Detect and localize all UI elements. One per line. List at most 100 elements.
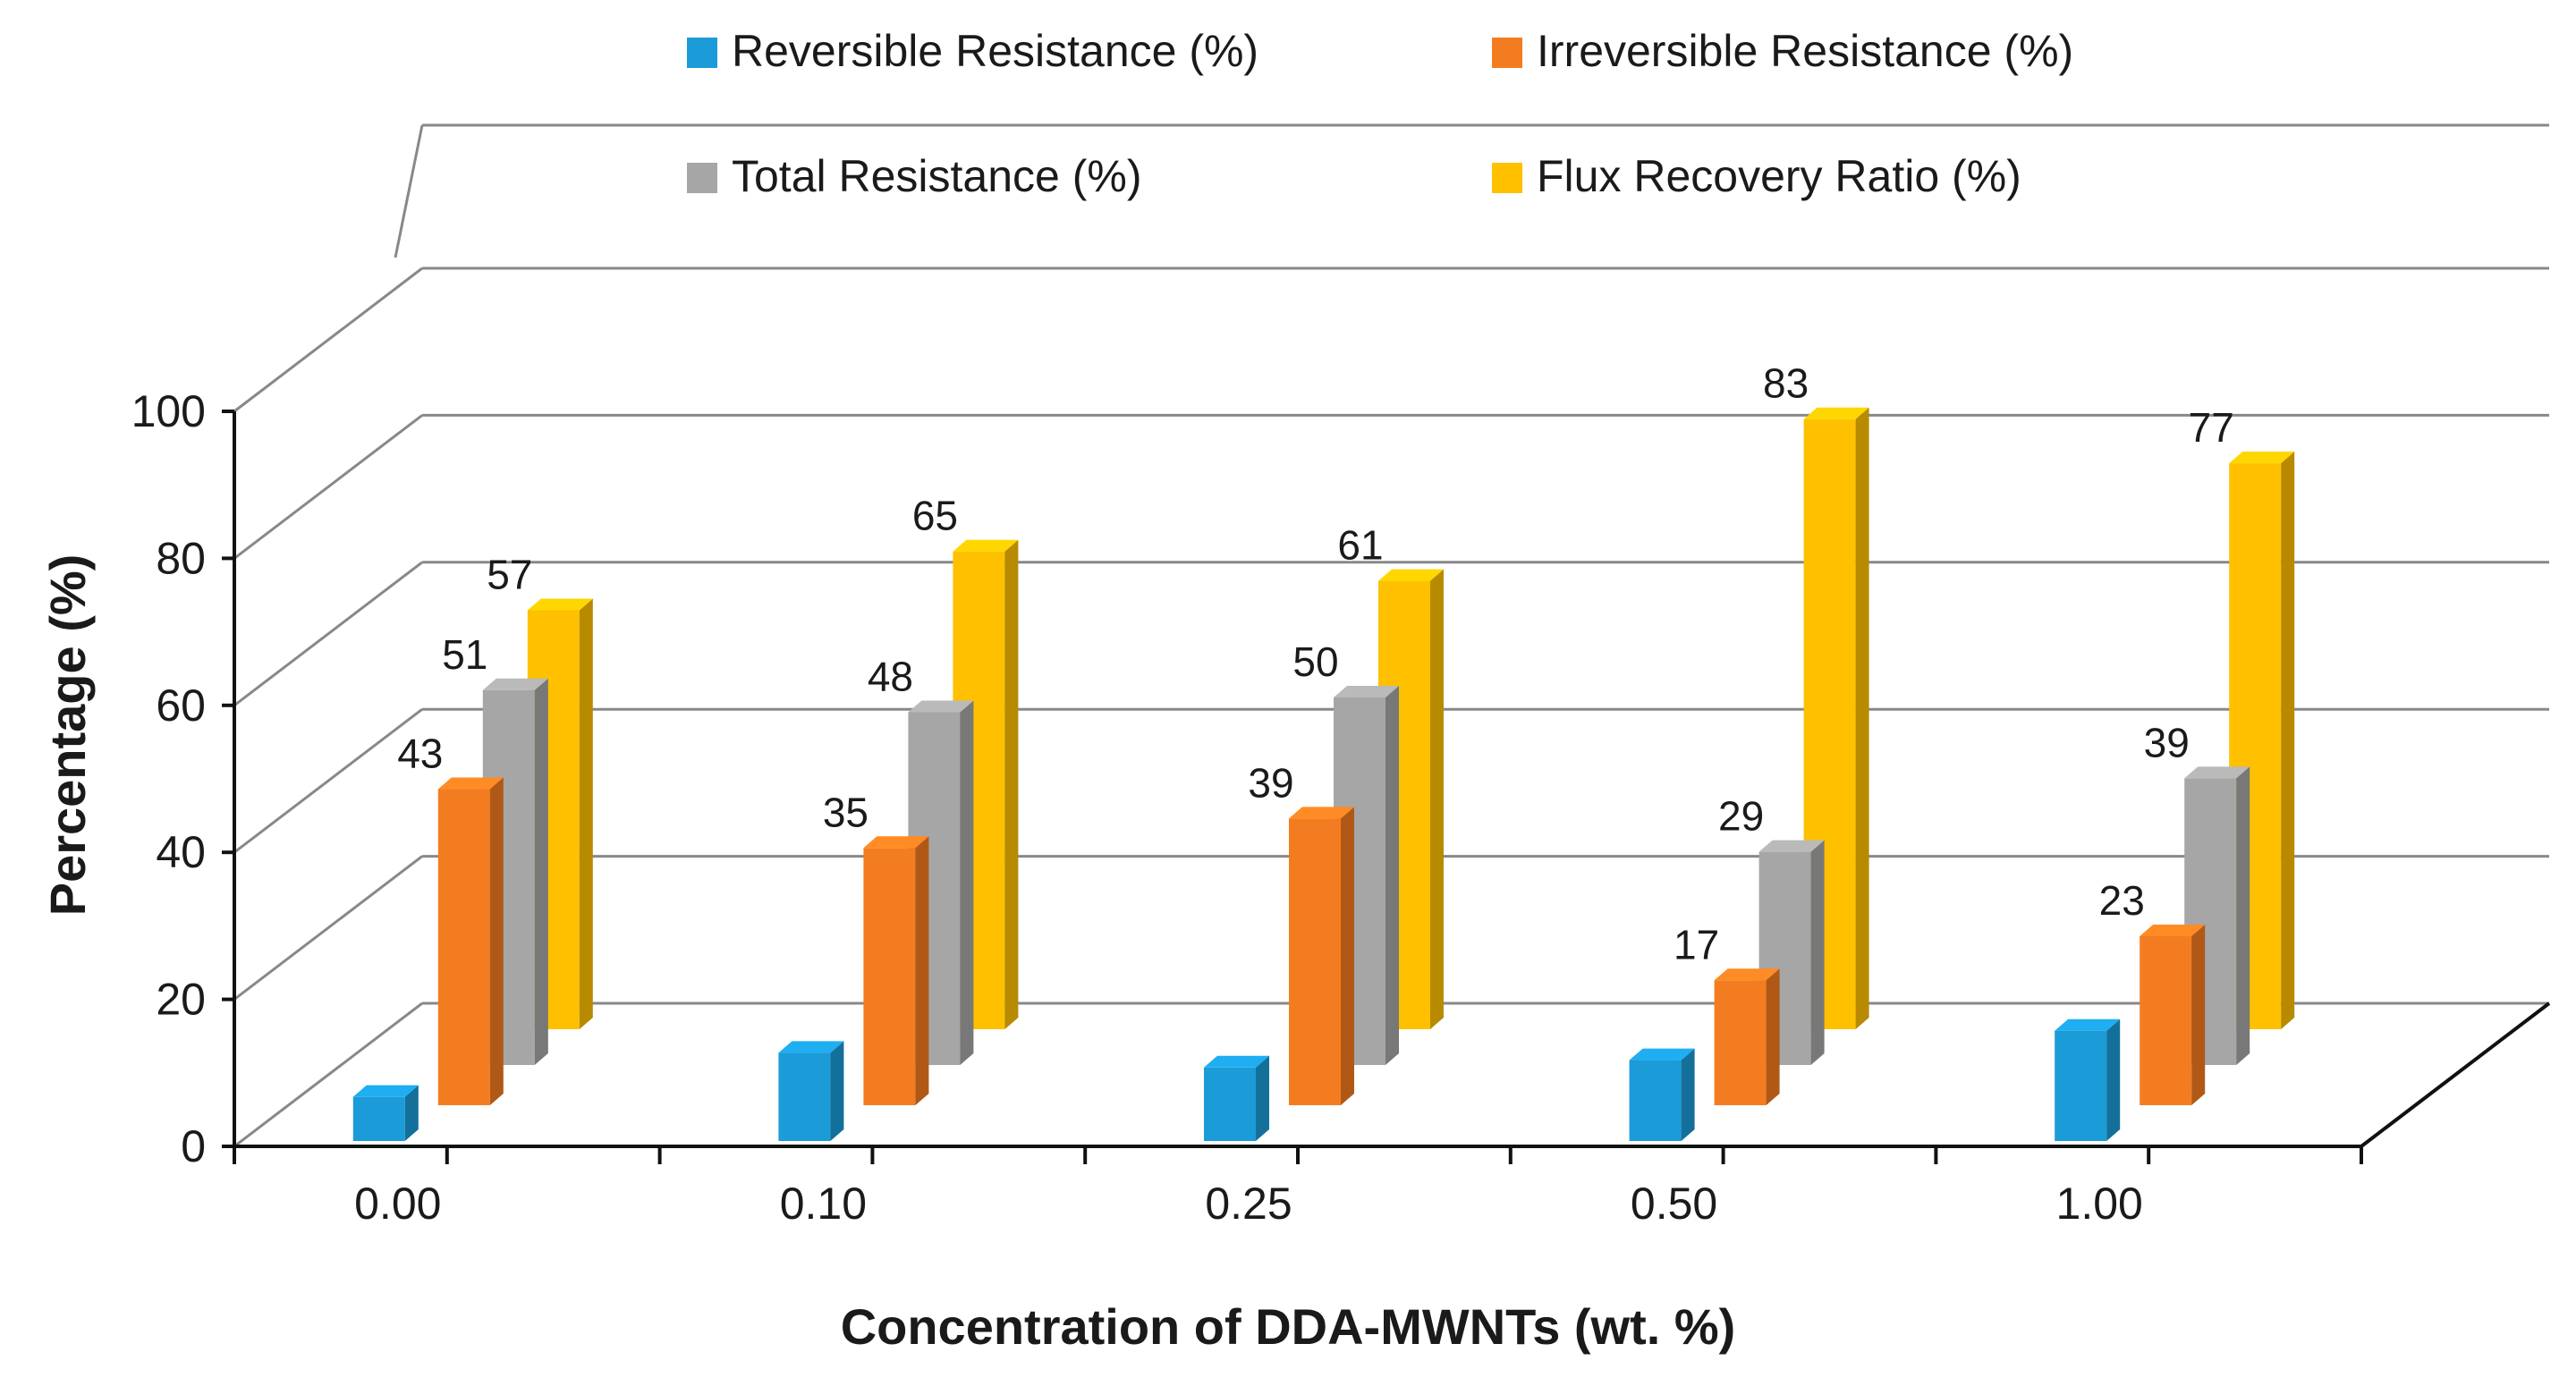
bar-side	[1256, 1055, 1269, 1141]
x-axis-title: Concentration of DDA-MWNTs (wt. %)	[841, 1298, 1736, 1355]
value-label: 50	[1292, 638, 1338, 685]
bar-side	[915, 836, 929, 1105]
bar-front	[2055, 1030, 2107, 1141]
y-tick-label: 60	[156, 680, 206, 731]
left-wall-gridline	[233, 414, 423, 560]
legend-swatch	[687, 38, 717, 68]
bar-top	[437, 777, 504, 790]
chart-value-labels: 57 65 61 83 77 51 48 50 29 39 43 35 39 17 23	[397, 360, 2234, 968]
bar-1-0.50	[1629, 1048, 1695, 1141]
floor-right-edge	[2360, 1001, 2551, 1148]
bar-side	[2236, 766, 2250, 1065]
left-wall-gridline	[233, 266, 423, 413]
value-label: 39	[1248, 759, 1293, 806]
bar-side	[960, 700, 974, 1065]
bar-top	[2140, 924, 2206, 936]
value-label: 35	[823, 789, 869, 835]
bar-front	[1204, 1067, 1256, 1141]
bar-top	[778, 1041, 844, 1053]
bar-top	[482, 678, 548, 690]
bar-top	[1378, 569, 1444, 581]
bar-1-0.00	[352, 1085, 419, 1141]
bar-4-0.00	[527, 598, 593, 1029]
bar-1-0.25	[1204, 1055, 1269, 1141]
y-axis-title: Percentage (%)	[39, 554, 96, 917]
bar-front	[2140, 935, 2192, 1105]
bar-front	[437, 789, 490, 1105]
bar-side	[579, 598, 593, 1029]
y-tick-label: 0	[181, 1121, 206, 1171]
bar-front	[1289, 818, 1341, 1105]
bar-side	[534, 678, 548, 1065]
bar-side	[1766, 968, 1780, 1105]
bar-top	[1714, 968, 1780, 981]
chart-legend: Reversible Resistance (%) Irreversible Re…	[687, 26, 2073, 201]
bar-side	[1810, 840, 1825, 1065]
legend-item: Total Resistance (%)	[687, 151, 1142, 201]
legend-label: Flux Recovery Ratio (%)	[1537, 151, 2021, 201]
bar-side	[1341, 807, 1354, 1105]
left-wall-gridline	[233, 855, 423, 1001]
bar-top	[1289, 807, 1354, 819]
bar-top	[2184, 766, 2250, 779]
chart-axes: 0 20 40 60 80 100 0.00 0.10 0.25 0.50 1.00	[131, 386, 2363, 1229]
bar-top	[953, 539, 1019, 552]
bar-front	[863, 848, 916, 1105]
value-label: 39	[2144, 719, 2190, 765]
legend-item: Flux Recovery Ratio (%)	[1492, 151, 2021, 201]
bar-side	[1430, 569, 1444, 1029]
value-label: 57	[487, 551, 532, 597]
bar-top	[527, 598, 593, 611]
x-tick-label: 0.25	[1205, 1179, 1292, 1229]
x-tick-label: 0.10	[780, 1179, 867, 1229]
bar-side	[2281, 452, 2295, 1029]
bar-4-0.25	[1378, 569, 1444, 1029]
bar-top	[2229, 452, 2295, 464]
value-label: 51	[442, 631, 487, 678]
bar-side	[1681, 1048, 1695, 1141]
bar-1-0.10	[778, 1041, 844, 1141]
bar-2-0.10	[863, 836, 929, 1105]
legend-label: Total Resistance (%)	[732, 151, 1142, 201]
y-tick-label: 20	[156, 975, 206, 1025]
bar-side	[489, 777, 504, 1105]
bar-top	[2055, 1018, 2121, 1031]
bar-side	[1385, 686, 1399, 1065]
value-label: 17	[1674, 921, 1719, 968]
bar-2-0.00	[437, 777, 504, 1105]
bar-front	[352, 1096, 405, 1141]
value-label: 83	[1763, 360, 1809, 407]
legend-item: Reversible Resistance (%)	[687, 26, 1258, 76]
bar-2-0.50	[1714, 968, 1780, 1105]
value-label: 48	[868, 653, 913, 699]
bar-1-1.00	[2055, 1018, 2121, 1141]
bar-side	[2191, 924, 2206, 1105]
legend-swatch	[687, 163, 717, 193]
left-wall-gridline	[233, 1001, 423, 1148]
bar-front	[778, 1052, 831, 1141]
value-label: 65	[912, 493, 958, 539]
bar-top	[1204, 1055, 1269, 1068]
chart-grid	[233, 123, 2551, 1148]
value-label: 29	[1718, 793, 1764, 840]
legend-label: Irreversible Resistance (%)	[1537, 26, 2073, 76]
bar-top	[352, 1085, 419, 1097]
bar-side	[404, 1085, 419, 1141]
value-label: 77	[2189, 404, 2234, 451]
y-tick-label: 100	[131, 386, 206, 436]
y-tick-label: 80	[156, 533, 206, 583]
bar-side	[1004, 539, 1019, 1029]
left-wall-gridline	[233, 561, 423, 706]
x-tick-label: 1.00	[2056, 1179, 2143, 1229]
bar-top	[1803, 407, 1869, 419]
left-wall-gridline	[233, 708, 423, 854]
value-label: 23	[2099, 877, 2145, 924]
bar-top	[1629, 1048, 1695, 1061]
bar-side	[1855, 407, 1869, 1029]
legend-label: Reversible Resistance (%)	[732, 26, 1258, 76]
bar-front	[1714, 980, 1767, 1105]
x-tick-label: 0.00	[354, 1179, 441, 1229]
bar-2-0.25	[1289, 807, 1354, 1105]
legend-swatch	[1492, 38, 1522, 68]
chart-bars	[352, 407, 2295, 1141]
